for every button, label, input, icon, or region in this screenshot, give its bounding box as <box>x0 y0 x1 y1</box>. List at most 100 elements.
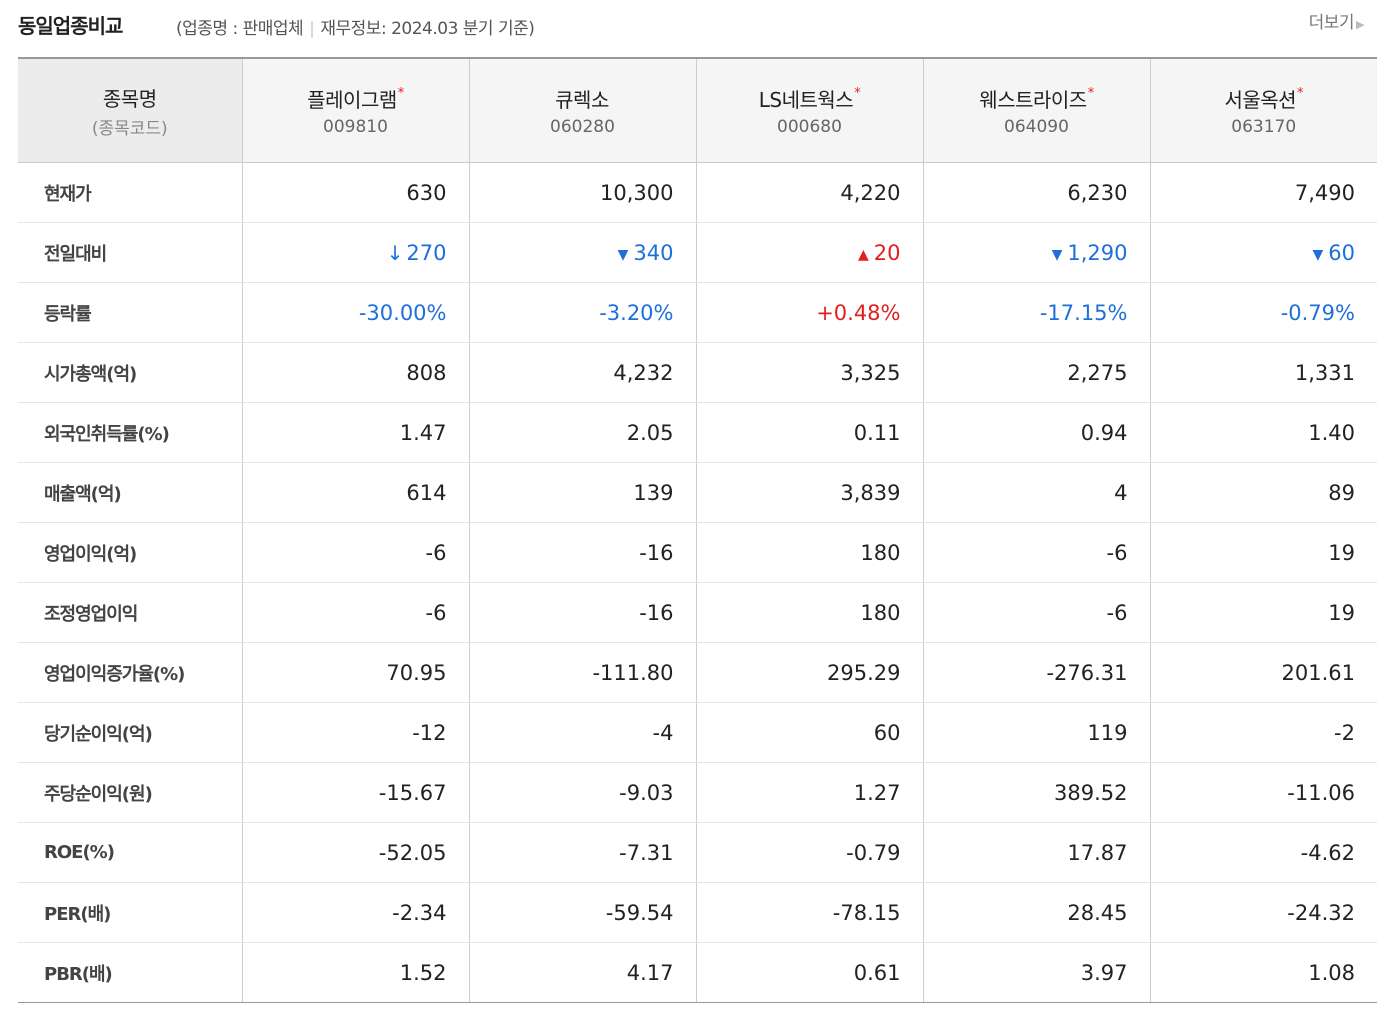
table-cell: 1.08 <box>1149 942 1377 1003</box>
table-cell: -17.15% <box>922 282 1150 343</box>
company-name[interactable]: 플레이그램 <box>307 88 397 112</box>
table-cell: 2,275 <box>922 342 1150 403</box>
row-label: 매출액(억) <box>18 462 242 523</box>
table-cell: 180 <box>695 522 923 583</box>
table-cell: -2 <box>1149 702 1377 763</box>
company-name[interactable]: LS네트웍스 <box>758 88 854 112</box>
row-label: PBR(배) <box>18 942 242 1003</box>
table-cell: -0.79% <box>1149 282 1377 343</box>
table-cell: -16 <box>468 522 696 583</box>
table-cell: 19 <box>1149 582 1377 643</box>
table-cell: 1.47 <box>241 402 469 463</box>
table-row: PER(배) -2.34 -59.54 -78.15 28.45 -24.32 <box>18 882 1377 943</box>
table-cell: 19 <box>1149 522 1377 583</box>
table-cell: 1.27 <box>695 762 923 823</box>
table-cell: -276.31 <box>922 642 1150 703</box>
table-cell: 0.94 <box>922 402 1150 463</box>
column-label-sub: (종목코드) <box>91 118 168 139</box>
table-cell: 295.29 <box>695 642 923 703</box>
row-label: 조정영업이익 <box>18 582 242 643</box>
company-code: 009810 <box>323 117 388 137</box>
table-cell: 28.45 <box>922 882 1150 943</box>
table-row: 매출액(억) 614 139 3,839 4 89 <box>18 462 1377 523</box>
table-cell: 6,230 <box>922 162 1150 223</box>
table-cell: 0.61 <box>695 942 923 1003</box>
row-label: 주당순이익(원) <box>18 762 242 823</box>
chevron-right-icon: ▶ <box>1356 18 1364 31</box>
star-marker: * <box>1087 86 1095 101</box>
table-cell: 119 <box>922 702 1150 763</box>
table-cell: -2.34 <box>241 882 469 943</box>
table-cell: 2.05 <box>468 402 696 463</box>
table-row: 영업이익(억) -6 -16 180 -6 19 <box>18 522 1377 583</box>
divider: | <box>309 19 315 39</box>
table-cell: 3.97 <box>922 942 1150 1003</box>
table-cell: -52.05 <box>241 822 469 883</box>
table-cell: 201.61 <box>1149 642 1377 703</box>
table-cell: +0.48% <box>695 282 923 343</box>
table-cell: 139 <box>468 462 696 523</box>
table-cell: 4,232 <box>468 342 696 403</box>
table-cell: 70.95 <box>241 642 469 703</box>
table-row: 외국인취득률(%) 1.47 2.05 0.11 0.94 1.40 <box>18 402 1377 463</box>
table-cell: -12 <box>241 702 469 763</box>
table-cell: ▼ 1,290 <box>922 222 1150 283</box>
table-row: 영업이익증가율(%) 70.95 -111.80 295.29 -276.31 201.6… <box>18 642 1377 703</box>
table-cell: -59.54 <box>468 882 696 943</box>
more-link[interactable]: 더보기 ▶ <box>1309 8 1365 33</box>
row-label: 시가총액(억) <box>18 342 242 403</box>
row-label: 외국인취득률(%) <box>18 402 242 463</box>
table-cell: -9.03 <box>468 762 696 823</box>
table-cell: 1.40 <box>1149 402 1377 463</box>
company-header[interactable]: 서울옥션* 063170 <box>1149 58 1377 163</box>
table-cell: 17.87 <box>922 822 1150 883</box>
company-code: 064090 <box>1004 117 1069 137</box>
change-value: 1,290 <box>1067 240 1128 265</box>
table-cell: 4,220 <box>695 162 923 223</box>
table-cell: ▼ 60 <box>1149 222 1377 283</box>
company-name[interactable]: 큐렉소 <box>555 88 609 112</box>
table-cell: 1,331 <box>1149 342 1377 403</box>
star-marker: * <box>854 86 861 101</box>
table-cell: 4.17 <box>468 942 696 1003</box>
table-cell: -0.79 <box>695 822 923 883</box>
company-header[interactable]: 플레이그램* 009810 <box>241 58 469 163</box>
table-cell: 4 <box>922 462 1150 523</box>
section-title: 동일업종비교 <box>18 14 123 38</box>
peer-comparison-table: 종목명 (종목코드) 플레이그램* 009810 큐렉소 060280 LS네트… <box>18 57 1377 1003</box>
table-cell: -3.20% <box>468 282 696 343</box>
table-cell: 180 <box>695 582 923 643</box>
row-label: 현재가 <box>18 162 242 223</box>
table-cell: 808 <box>241 342 469 403</box>
change-value: 270 <box>406 240 447 265</box>
company-header[interactable]: 큐렉소 060280 <box>468 58 696 163</box>
table-cell: -111.80 <box>468 642 696 703</box>
table-cell: 1.52 <box>241 942 469 1003</box>
table-cell: -78.15 <box>695 882 923 943</box>
company-code: 000680 <box>777 117 842 137</box>
row-label: 영업이익(억) <box>18 522 242 583</box>
up-triangle-icon: ▲ <box>857 246 869 263</box>
table-cell: ▲ 20 <box>695 222 923 283</box>
table-cell: 89 <box>1149 462 1377 523</box>
table-cell: -6 <box>922 522 1150 583</box>
company-name[interactable]: 서울옥션 <box>1224 88 1297 112</box>
table-cell: ↓ 270 <box>241 222 469 283</box>
table-row: PBR(배) 1.52 4.17 0.61 3.97 1.08 <box>18 942 1377 1003</box>
label-column-header: 종목명 (종목코드) <box>18 58 242 163</box>
star-marker: * <box>1297 86 1304 101</box>
company-code: 060280 <box>550 117 615 137</box>
finance-basis: 재무정보: 2024.03 분기 기준) <box>320 19 535 39</box>
company-header[interactable]: LS네트웍스* 000680 <box>695 58 923 163</box>
row-label: ROE(%) <box>18 822 242 883</box>
table-row: 시가총액(억) 808 4,232 3,325 2,275 1,331 <box>18 342 1377 403</box>
company-name[interactable]: 웨스트라이즈 <box>979 88 1087 112</box>
company-header[interactable]: 웨스트라이즈* 064090 <box>922 58 1150 163</box>
table-cell: -6 <box>241 522 469 583</box>
table-cell: 0.11 <box>695 402 923 463</box>
row-label: 등락률 <box>18 282 242 343</box>
table-cell: 60 <box>695 702 923 763</box>
lower-limit-arrow-icon: ↓ <box>386 240 404 265</box>
table-row: ROE(%) -52.05 -7.31 -0.79 17.87 -4.62 <box>18 822 1377 883</box>
table-row: 조정영업이익 -6 -16 180 -6 19 <box>18 582 1377 643</box>
